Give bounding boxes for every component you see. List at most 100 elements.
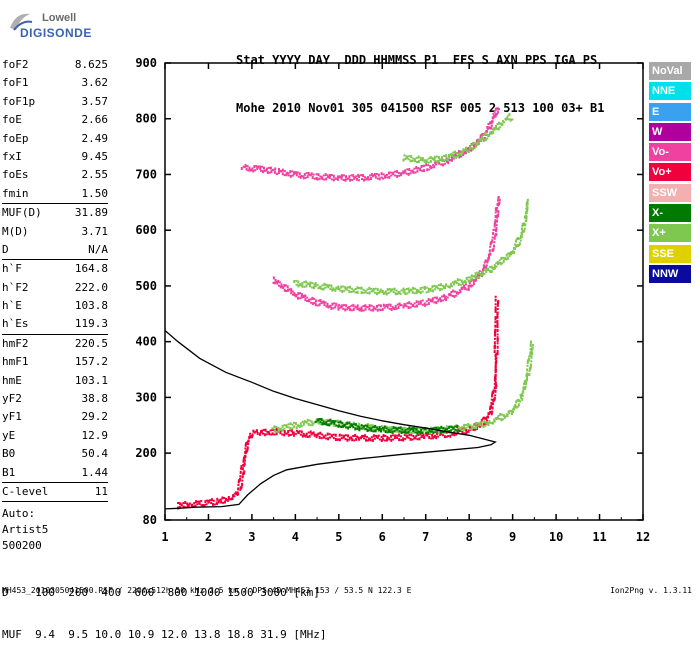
echo-point (322, 300, 325, 304)
echo-point (429, 289, 432, 292)
echo-point (431, 158, 434, 161)
echo-point (460, 279, 463, 283)
echo-point (302, 176, 305, 180)
echo-point (240, 166, 243, 170)
echo-point (524, 214, 527, 217)
echo-point (471, 277, 474, 281)
echo-point (529, 363, 532, 367)
echo-point (417, 300, 420, 303)
echo-point (290, 288, 293, 292)
echo-point (442, 284, 445, 287)
echo-point (373, 173, 376, 177)
echo-point (459, 283, 462, 286)
echo-point (414, 287, 417, 290)
echo-point (370, 173, 373, 177)
echo-point (279, 169, 282, 172)
echo-point (496, 336, 499, 340)
echo-point (182, 501, 185, 504)
echo-point (525, 372, 528, 375)
echo-point (236, 491, 239, 494)
echo-point (338, 287, 341, 290)
echo-point (450, 291, 453, 294)
echo-point (476, 143, 479, 146)
echo-point (484, 424, 487, 427)
echo-point (484, 417, 487, 420)
echo-point (504, 117, 507, 121)
echo-point (453, 433, 456, 437)
echo-point (433, 284, 436, 287)
echo-point (492, 248, 495, 252)
echo-point (372, 305, 375, 309)
echo-point (365, 435, 368, 438)
echo-point (350, 309, 353, 312)
echo-point (233, 495, 236, 498)
echo-point (491, 394, 494, 398)
echo-point (415, 156, 418, 159)
echo-point (467, 422, 470, 426)
echo-point (328, 423, 331, 427)
echo-point (248, 166, 251, 170)
echo-point (291, 423, 294, 426)
echo-point (374, 308, 377, 311)
echo-point (415, 288, 418, 292)
echo-point (410, 288, 413, 291)
logo-swirl-icon (10, 13, 33, 31)
echo-point (357, 437, 360, 441)
echo-point (310, 433, 313, 436)
echo-point (301, 434, 304, 438)
echo-point (526, 361, 529, 365)
echo-point (455, 294, 458, 297)
echo-point (313, 301, 316, 304)
echo-point (318, 303, 321, 307)
echo-point (392, 291, 395, 294)
echo-point (387, 303, 390, 306)
param-value: N/A (88, 242, 108, 256)
echo-point (372, 428, 375, 431)
echo-point (306, 435, 309, 438)
echo-point (408, 301, 411, 305)
echo-point (403, 430, 406, 434)
echo-point (347, 177, 350, 180)
echo-point (461, 426, 464, 429)
echo-point (431, 157, 434, 160)
echo-point (196, 500, 199, 503)
echo-point (254, 169, 257, 172)
echo-point (449, 159, 452, 162)
echo-point (525, 203, 528, 207)
echo-point (523, 227, 526, 230)
echo-point (336, 175, 339, 179)
echo-point (408, 434, 411, 437)
echo-point (362, 309, 365, 312)
echo-point (435, 163, 438, 166)
echo-point (440, 425, 443, 429)
echo-point (374, 424, 377, 428)
echo-point (433, 165, 436, 169)
echo-point (236, 492, 239, 496)
echo-point (496, 199, 499, 202)
echo-point (308, 173, 311, 176)
echo-point (350, 291, 353, 294)
param-name: fmin (2, 186, 29, 200)
legend-item: X+ (649, 224, 691, 243)
echo-point (270, 433, 273, 436)
echo-point (496, 329, 499, 333)
echo-point (435, 436, 438, 440)
echo-point (247, 169, 250, 172)
color-legend: NoVal NNE E W Vo- Vo+ SSW X- X+ SSE NNW (649, 62, 691, 285)
echo-point (390, 428, 393, 431)
echo-point (345, 426, 348, 429)
echo-point (297, 292, 300, 296)
echo-point (358, 287, 361, 290)
echo-point (306, 175, 309, 179)
echo-point (329, 418, 332, 422)
echo-point (475, 139, 478, 143)
echo-point (490, 422, 493, 425)
echo-point (437, 298, 440, 301)
echo-point (398, 438, 401, 442)
echo-point (322, 419, 325, 422)
echo-point (281, 172, 284, 176)
echo-point (476, 271, 479, 274)
echo-point (241, 467, 244, 471)
param-value: 164.8 (74, 262, 108, 276)
echo-point (229, 498, 232, 501)
